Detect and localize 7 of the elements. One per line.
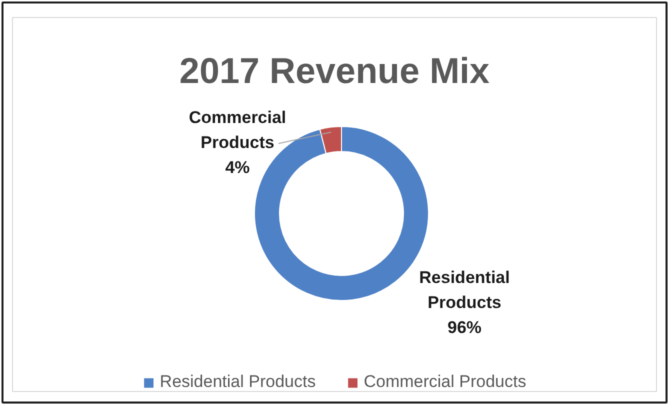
slice-label: Residential Products [419, 268, 510, 312]
chart-title: 2017 Revenue Mix [179, 50, 490, 91]
slice-label: Commercial Products [188, 108, 286, 152]
data-label: 96% [447, 318, 482, 337]
legend-label: Commercial Products [364, 372, 526, 392]
legend-label: Residential Products [160, 372, 316, 392]
data-label: 4% [225, 158, 250, 177]
